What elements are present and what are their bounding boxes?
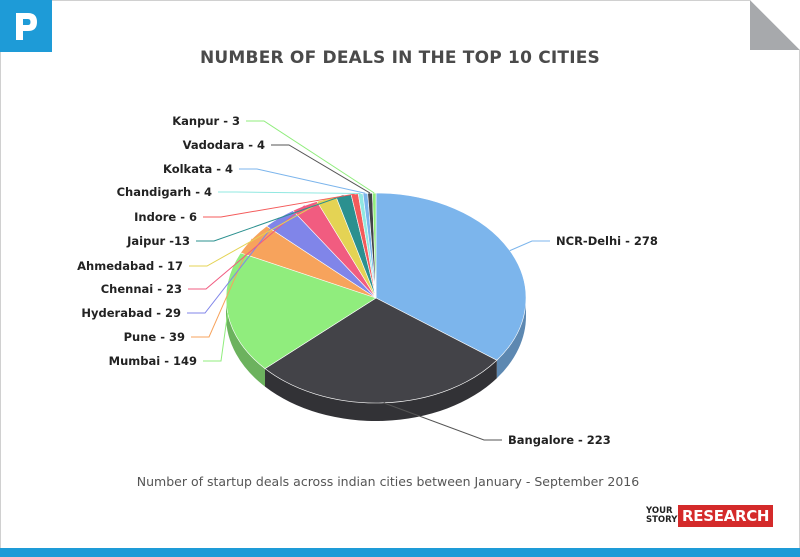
leader-line-kolkata: [239, 168, 366, 194]
leader-line-kanpur: [246, 120, 375, 194]
leader-line-indore: [203, 193, 355, 218]
bottom-accent-bar: [0, 548, 800, 557]
chart-title: NUMBER OF DEALS IN THE TOP 10 CITIES: [200, 48, 600, 68]
brand-logo: YOUR STORY RESEARCH: [646, 502, 774, 530]
page-fold-icon: [750, 0, 800, 50]
data-label-bangalore: Bangalore - 223: [508, 433, 611, 447]
pie-sides: [226, 298, 526, 421]
leader-line-ahmedabad: [189, 198, 327, 267]
leader-line-vadodara: [271, 144, 371, 194]
slice-side-ncr-delhi: [496, 298, 526, 379]
leader-line-hyderabad: [187, 217, 280, 314]
leader-line-mumbai: [203, 313, 229, 362]
slice-side-mumbai: [226, 298, 266, 387]
pie-tops: [225, 192, 527, 404]
leader-line-chandigarh: [218, 191, 361, 195]
data-label-mumbai: Mumbai - 149: [109, 354, 197, 368]
data-label-ahmedabad: Ahmedabad - 17: [77, 259, 183, 273]
data-label-hyderabad: Hyderabad - 29: [81, 306, 181, 320]
brand-small-text: YOUR STORY: [646, 506, 678, 525]
data-label-kolkata: Kolkata - 4: [163, 162, 233, 176]
chart-subtitle: Number of startup deals across indian ci…: [136, 474, 640, 489]
slice-side-bangalore: [265, 360, 497, 421]
leader-line-bangalore: [383, 402, 502, 441]
leader-line-ncr-delhi: [509, 240, 550, 252]
slice-bangalore: [264, 297, 498, 404]
pie-labels: NCR-Delhi - 278 Bangalore - 223 Mumbai - 1…: [77, 114, 658, 447]
data-label-vadodara: Vadodara - 4: [183, 138, 265, 152]
data-label-pune: Pune - 39: [124, 330, 185, 344]
data-label-chennai: Chennai - 23: [101, 282, 182, 296]
slice-mumbai: [225, 252, 377, 369]
data-label-ncr-delhi: NCR-Delhi - 278: [556, 234, 658, 248]
data-label-jaipur: Jaipur -13: [126, 234, 190, 248]
slice-ncr-delhi: [375, 192, 527, 361]
data-label-kanpur: Kanpur - 3: [172, 114, 240, 128]
brand-big-text: RESEARCH: [678, 505, 774, 527]
data-label-chandigarh: Chandigarh - 4: [117, 185, 212, 199]
leader-line-chennai: [188, 205, 305, 290]
data-label-indore: Indore - 6: [134, 210, 197, 224]
leader-line-jaipur: [196, 195, 344, 242]
p-logo-icon: [0, 0, 52, 52]
